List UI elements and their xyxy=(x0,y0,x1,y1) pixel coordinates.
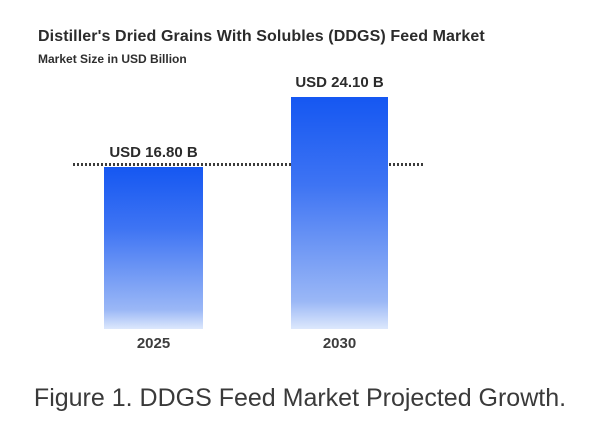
bar-2025 xyxy=(104,167,203,329)
bar-column-2030: USD 24.10 B 2030 xyxy=(291,74,388,352)
bar-column-2025: USD 16.80 B 2025 xyxy=(104,144,203,352)
bar-value-label-2025: USD 16.80 B xyxy=(109,144,198,161)
reference-dotted-line xyxy=(73,163,423,166)
bar-value-label-2030: USD 24.10 B xyxy=(295,74,384,91)
x-tick-label-2025: 2025 xyxy=(136,335,171,352)
figure-caption: Figure 1. DDGS Feed Market Projected Gro… xyxy=(33,384,567,412)
x-tick-label-2030: 2030 xyxy=(322,335,357,352)
bar-2030 xyxy=(291,97,388,329)
chart-title: Distiller's Dried Grains With Solubles (… xyxy=(38,28,485,45)
chart-subtitle: Market Size in USD Billion xyxy=(38,52,187,66)
